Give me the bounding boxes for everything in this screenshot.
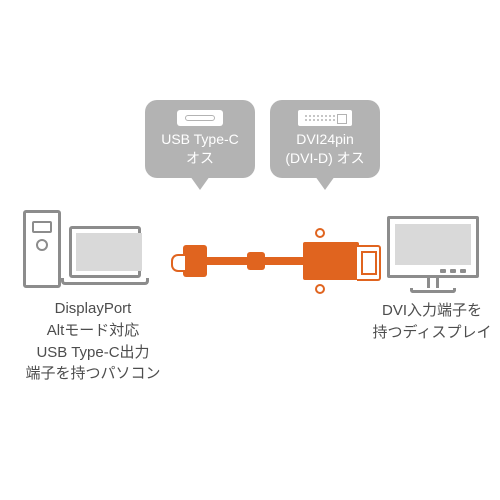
display-caption: DVI入力端子を 持つディスプレイ — [367, 300, 497, 344]
laptop-icon — [69, 226, 149, 285]
callout-usbc-line2: オス — [186, 150, 214, 166]
usb-c-plug-icon — [183, 245, 207, 277]
callout-dvi-line2: (DVI-D) オス — [285, 150, 364, 166]
callout-dvi-line1: DVI24pin — [296, 131, 354, 147]
dvi-connector-icon — [298, 110, 352, 126]
cable-segment — [207, 257, 249, 265]
callout-dvi: DVI24pin (DVI-D) オス — [270, 100, 380, 178]
monitor-icon — [387, 216, 479, 293]
pc-tower-icon — [23, 210, 61, 288]
callout-usbc-line1: USB Type-C — [161, 131, 239, 147]
dvi-thumbscrew-icon — [315, 284, 325, 294]
dvi-thumbscrew-icon — [315, 228, 325, 238]
cable-segment — [263, 257, 303, 265]
usb-c-connector-icon — [177, 110, 223, 126]
callout-usb-c: USB Type-C オス — [145, 100, 255, 178]
diagram-canvas: USB Type-C オス DVI24pin (DVI-D) オス Displa… — [15, 100, 485, 400]
dvi-plug-icon — [303, 242, 359, 280]
source-caption: DisplayPort Altモード対応 USB Type-C出力 端子を持つパ… — [13, 298, 173, 385]
